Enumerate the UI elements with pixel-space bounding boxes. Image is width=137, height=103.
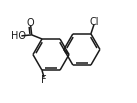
Text: Cl: Cl bbox=[90, 17, 99, 27]
Text: F: F bbox=[41, 75, 47, 85]
Text: HO: HO bbox=[11, 31, 26, 41]
Text: O: O bbox=[26, 18, 34, 28]
